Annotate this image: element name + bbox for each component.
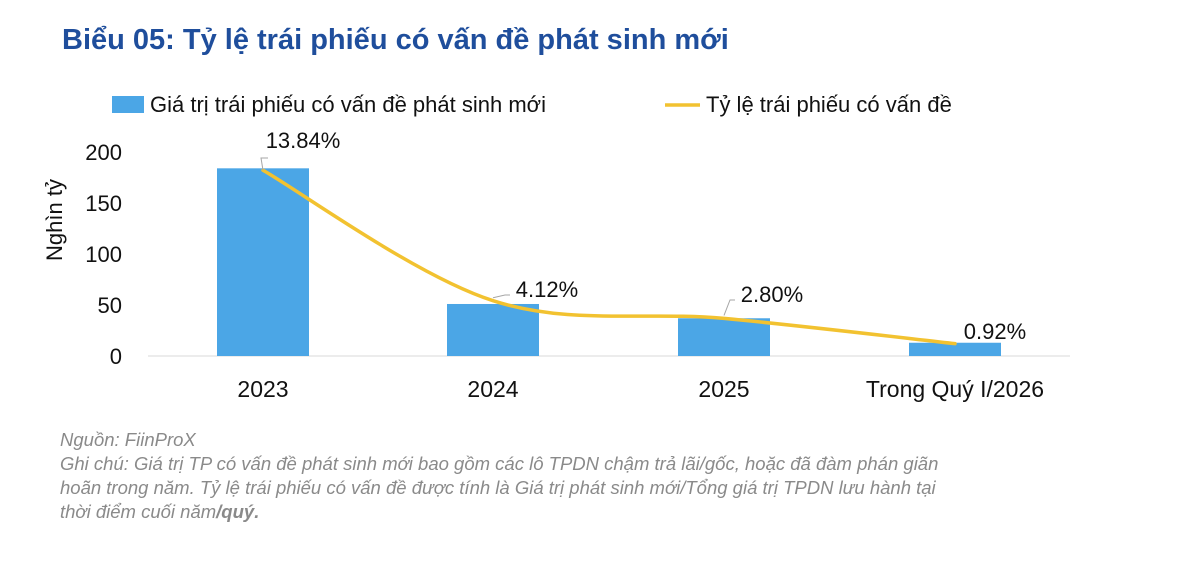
x-tick-label: 2025 (698, 376, 749, 402)
y-tick-label: 150 (85, 191, 122, 216)
data-label: 4.12% (516, 277, 578, 302)
data-label-leader (723, 299, 735, 316)
bar (909, 342, 1001, 356)
y-axis-ticks: 0 50 100 150 200 (85, 140, 122, 369)
data-label: 2.80% (741, 282, 803, 307)
rate-line (261, 168, 957, 346)
x-axis-ticks: 2023 2024 2025 Trong Quý I/2026 (237, 376, 1044, 402)
note-line-3-bold: /quý. (216, 501, 260, 522)
source-name: FiinProX (124, 429, 196, 450)
bar (217, 168, 309, 356)
note-line-3: thời điểm cuối năm/quý. (60, 500, 1160, 524)
y-tick-label: 50 (98, 293, 122, 318)
note-line-3-text: thời điểm cuối năm (60, 501, 217, 522)
legend-line-label: Tỷ lệ trái phiếu có vấn đề (706, 92, 952, 117)
data-label-leader (492, 294, 510, 299)
data-labels: 13.84% 4.12% 2.80% 0.92% (260, 128, 1026, 344)
y-axis-label: Nghìn tỷ (42, 179, 67, 261)
x-tick-label: 2023 (237, 376, 288, 402)
y-tick-label: 0 (110, 344, 122, 369)
note-line-1: Ghi chú: Giá trị TP có vấn đề phát sinh … (60, 453, 939, 474)
chart-notes: Nguồn: FiinProX Ghi chú: Giá trị TP có v… (60, 428, 1160, 524)
rate-line-path (261, 168, 957, 346)
x-tick-label: 2024 (467, 376, 518, 402)
bar (447, 303, 539, 356)
legend: Giá trị trái phiếu có vấn đề phát sinh m… (112, 92, 952, 117)
y-tick-label: 100 (85, 242, 122, 267)
source-prefix: Nguồn: (60, 429, 125, 450)
bar (678, 318, 770, 356)
data-label: 13.84% (266, 128, 341, 153)
y-tick-label: 200 (85, 140, 122, 165)
note-line-2: hoãn trong năm. Tỷ lệ trái phiếu có vấn … (60, 477, 936, 498)
bar-line-chart: Giá trị trái phiếu có vấn đề phát sinh m… (42, 92, 1070, 402)
x-tick-label: Trong Quý I/2026 (866, 376, 1044, 402)
source-line: Nguồn: FiinProX (60, 428, 1160, 452)
data-label-leader (260, 157, 268, 171)
legend-bar-swatch (112, 96, 144, 113)
legend-bar-label: Giá trị trái phiếu có vấn đề phát sinh m… (150, 92, 546, 117)
chart-title: Biểu 05: Tỷ lệ trái phiếu có vấn đề phát… (62, 24, 729, 56)
bars (217, 168, 1001, 356)
data-label: 0.92% (964, 319, 1026, 344)
